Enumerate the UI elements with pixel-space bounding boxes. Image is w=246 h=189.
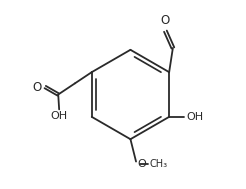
Text: OH: OH	[51, 111, 68, 121]
Text: O: O	[137, 159, 146, 169]
Text: O: O	[161, 14, 170, 26]
Text: O: O	[32, 81, 42, 94]
Text: OH: OH	[187, 112, 204, 122]
Text: CH₃: CH₃	[149, 159, 168, 169]
